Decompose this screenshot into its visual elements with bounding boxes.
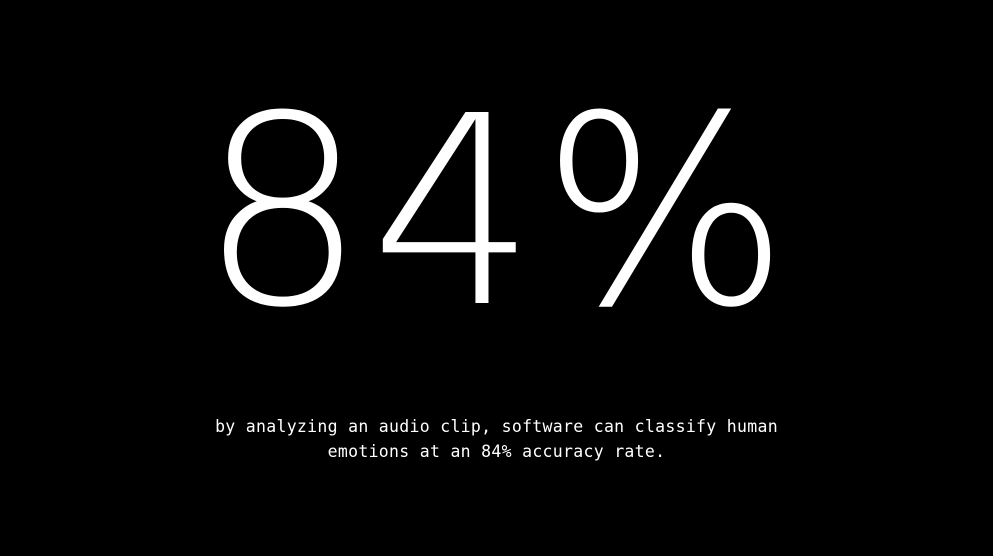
caption-line-2: emotions at an 84% accuracy rate.: [327, 442, 666, 461]
caption: by analyzing an audio clip, software can…: [0, 414, 993, 464]
caption-line-1: by analyzing an audio clip, software can…: [215, 417, 778, 436]
headline-statistic: 84%: [199, 60, 794, 365]
